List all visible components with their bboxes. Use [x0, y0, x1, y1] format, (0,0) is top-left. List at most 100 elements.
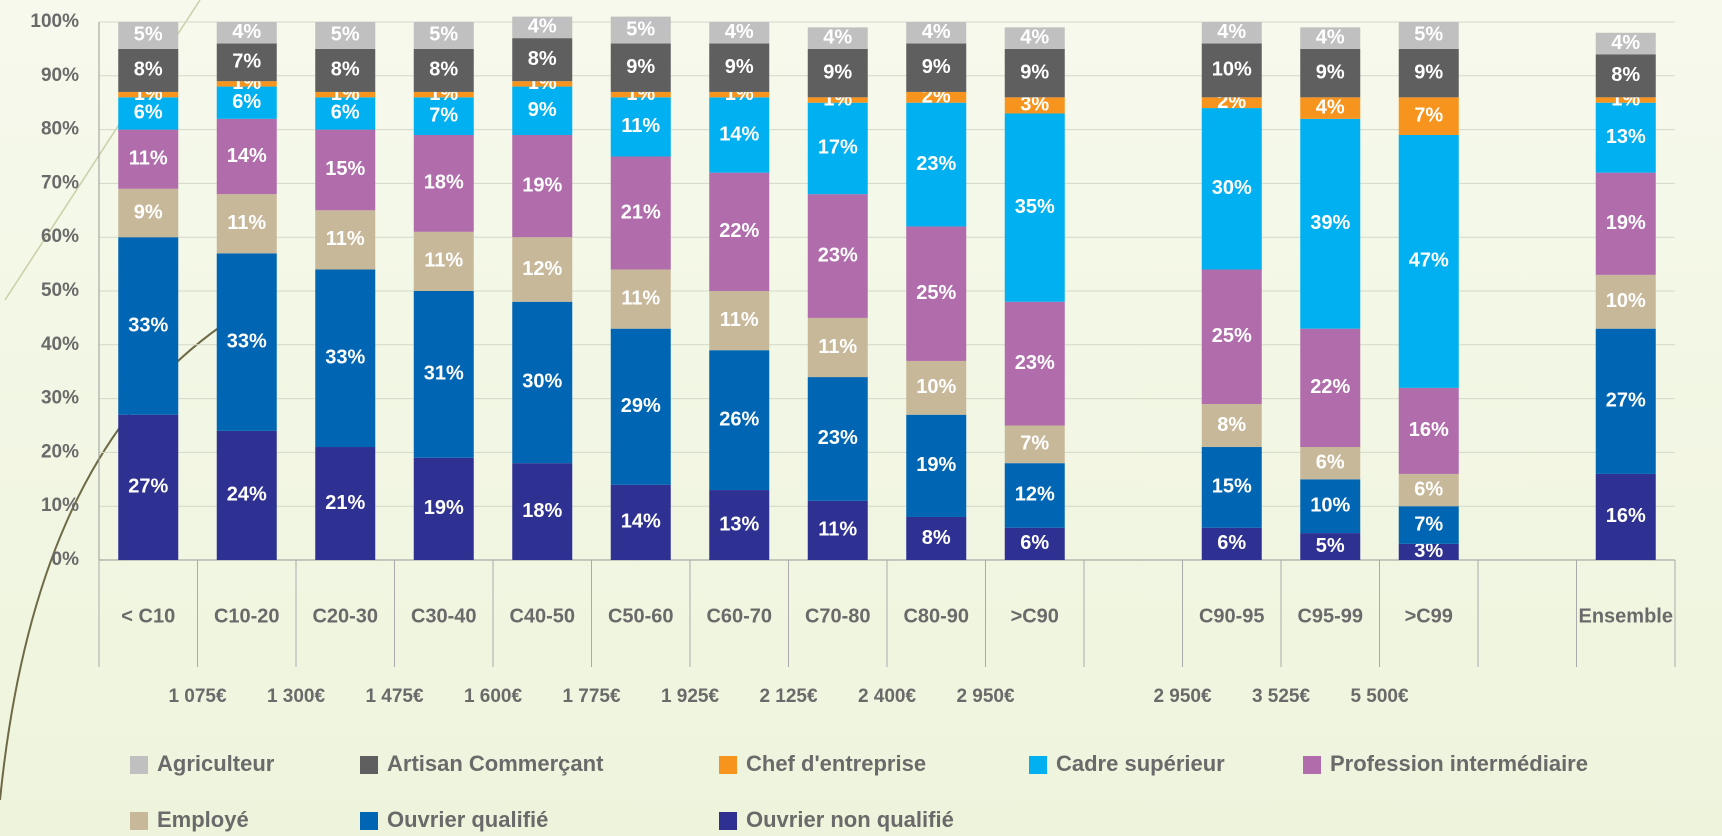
- data-label: 4%: [1316, 96, 1345, 118]
- bar-segment: [1595, 102, 1656, 173]
- bar-segment: [1004, 48, 1065, 98]
- bar-segment: [807, 377, 868, 501]
- data-label: 21%: [325, 492, 365, 514]
- bar-segment: [1004, 27, 1065, 49]
- data-label: 4%: [1020, 26, 1049, 48]
- data-label: 27%: [1606, 390, 1646, 412]
- bar-segment: [413, 97, 474, 135]
- data-label: 10%: [1310, 494, 1350, 516]
- bar-segment: [807, 97, 868, 103]
- data-label: 12%: [522, 258, 562, 280]
- y-tick-label: 0%: [52, 549, 80, 570]
- bar-segment: [610, 156, 671, 270]
- bar-segment: [512, 301, 573, 464]
- bar-segment: [1201, 447, 1262, 528]
- data-label: 17%: [818, 137, 858, 159]
- bar-segment: [906, 360, 967, 415]
- bar-segment: [118, 129, 179, 189]
- bar-segment: [512, 86, 573, 135]
- x-tick-label: >C99: [1405, 605, 1453, 627]
- bar-segment: [118, 91, 179, 98]
- data-label: 35%: [1015, 196, 1055, 218]
- data-label: 11%: [326, 228, 365, 250]
- data-label: 4%: [528, 16, 557, 38]
- data-label: 11%: [424, 250, 463, 272]
- data-label: 11%: [621, 287, 660, 309]
- data-label: 19%: [522, 174, 562, 196]
- data-label: 7%: [1414, 513, 1443, 535]
- bar-segment: [709, 350, 770, 491]
- legend-swatch: [360, 756, 378, 774]
- y-tick-label: 70%: [41, 172, 79, 193]
- bar-segment: [118, 97, 179, 130]
- bar-segment: [1595, 328, 1656, 474]
- x-tick-label: C60-70: [706, 605, 772, 627]
- bar-segment: [118, 414, 179, 560]
- threshold-label: 2 950€: [1153, 686, 1212, 707]
- data-label: 18%: [522, 500, 562, 522]
- bar-segment: [315, 447, 376, 560]
- bar-segment: [1595, 274, 1656, 329]
- bar-segment: [315, 97, 376, 130]
- data-label: 15%: [1212, 476, 1252, 498]
- data-label: 7%: [232, 51, 261, 73]
- data-label: 16%: [1409, 419, 1449, 441]
- bar-segment: [906, 22, 967, 44]
- bar-segment: [1595, 172, 1656, 275]
- data-label: 39%: [1310, 212, 1350, 234]
- bar-segment: [216, 43, 277, 82]
- data-label: 4%: [1611, 32, 1640, 54]
- bar-segment: [1398, 506, 1459, 544]
- bar-segment: [118, 188, 179, 238]
- data-label: 9%: [823, 61, 852, 83]
- data-label: 4%: [232, 21, 261, 43]
- data-label: 9%: [725, 56, 754, 78]
- legend-swatch: [360, 812, 378, 830]
- bar-segment: [709, 22, 770, 44]
- data-label: 3%: [1414, 540, 1443, 562]
- bar-segment: [413, 91, 474, 98]
- data-label: 8%: [1217, 414, 1246, 436]
- bar-segment: [1004, 301, 1065, 426]
- data-label: 16%: [1606, 505, 1646, 527]
- legend-label: Ouvrier qualifié: [387, 807, 548, 832]
- y-tick-label: 50%: [41, 280, 79, 301]
- y-tick-label: 30%: [41, 388, 79, 409]
- data-label: 21%: [621, 201, 661, 223]
- data-label: 6%: [331, 102, 360, 124]
- x-tick-label: C30-40: [411, 605, 477, 627]
- bar-segment: [1398, 48, 1459, 98]
- data-label: 12%: [1015, 484, 1055, 506]
- data-label: 11%: [818, 519, 857, 541]
- bar-segment: [807, 194, 868, 318]
- bar-segment: [709, 291, 770, 351]
- bar-segment: [1201, 43, 1262, 98]
- data-label: 23%: [1015, 352, 1055, 374]
- data-label: 9%: [528, 99, 557, 121]
- bar-segment: [413, 291, 474, 458]
- bar-segment: [610, 16, 671, 44]
- data-label: 9%: [1414, 61, 1443, 83]
- data-label: 5%: [429, 24, 458, 46]
- data-label: 23%: [818, 244, 858, 266]
- bar-segment: [512, 463, 573, 560]
- data-label: 6%: [1414, 478, 1443, 500]
- data-label: 4%: [922, 21, 951, 43]
- bar-segment: [906, 516, 967, 560]
- x-tick-label: C20-30: [312, 605, 378, 627]
- data-label: 14%: [719, 123, 759, 145]
- x-tick-label: Ensemble: [1579, 605, 1673, 627]
- data-label: 8%: [1611, 64, 1640, 86]
- bar-segment: [118, 237, 179, 415]
- data-label: 19%: [424, 497, 464, 519]
- bar-segment: [413, 48, 474, 92]
- bar-segment: [118, 22, 179, 49]
- bar-segment: [906, 226, 967, 361]
- x-tick-label: C80-90: [903, 605, 969, 627]
- legend-swatch: [719, 756, 737, 774]
- bar-segment: [709, 43, 770, 92]
- data-label: 19%: [1606, 212, 1646, 234]
- legend-swatch: [1029, 756, 1047, 774]
- data-label: 6%: [1020, 532, 1049, 554]
